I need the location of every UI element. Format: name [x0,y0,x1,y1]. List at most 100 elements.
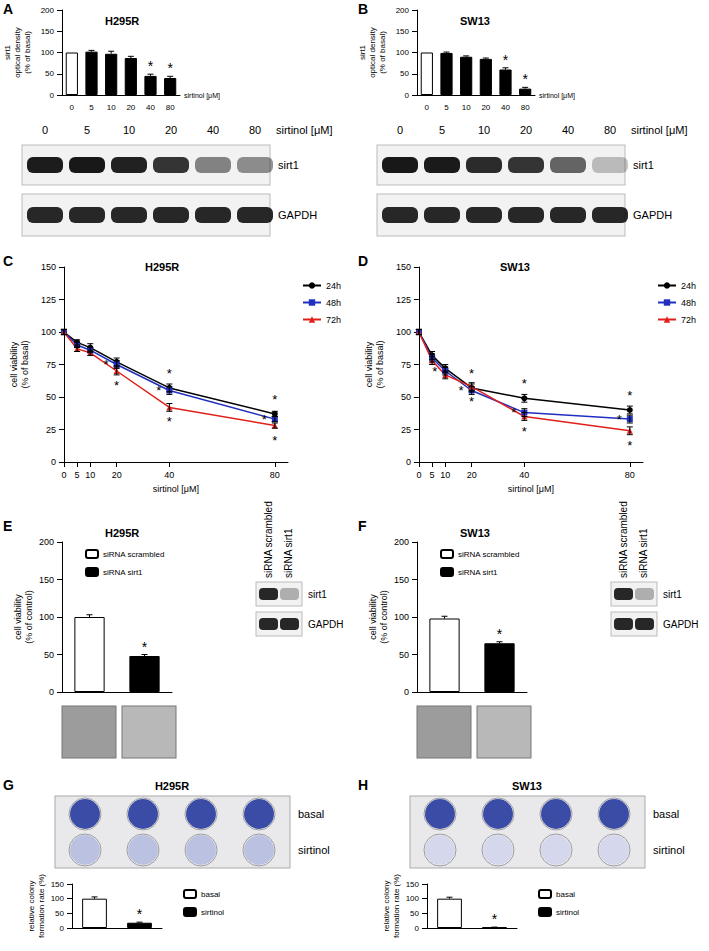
svg-text:200: 200 [41,6,55,15]
svg-text:formation rate (%): formation rate (%) [392,874,401,938]
svg-text:sirt1: sirt1 [3,44,12,60]
svg-text:0: 0 [425,103,430,112]
svg-text:80: 80 [625,470,635,480]
svg-text:5: 5 [430,470,435,480]
svg-text:0: 0 [50,91,55,100]
svg-text:20: 20 [112,470,122,480]
svg-text:GAPDH: GAPDH [308,619,344,630]
svg-text:100: 100 [41,327,56,337]
svg-text:5: 5 [439,124,445,136]
svg-text:25: 25 [46,425,56,435]
svg-text:50: 50 [401,392,411,402]
svg-text:40: 40 [519,470,529,480]
svg-text:150: 150 [406,880,420,889]
svg-text:*: * [272,392,277,407]
svg-text:20: 20 [520,124,532,136]
svg-text:*: * [167,414,172,429]
svg-text:*: * [627,438,632,453]
svg-text:sirtinol [μM]: sirtinol [μM] [539,92,575,100]
svg-text:(% of basal): (% of basal) [20,340,30,388]
svg-text:80: 80 [521,103,530,112]
svg-text:(% of control): (% of control) [24,590,34,644]
svg-text:formation rate (%): formation rate (%) [37,874,46,938]
svg-text:siRNA sirt1: siRNA sirt1 [458,568,498,577]
svg-text:10: 10 [462,103,471,112]
svg-text:5: 5 [89,103,94,112]
svg-text:5: 5 [444,103,449,112]
svg-text:*: * [137,906,143,922]
svg-text:*: * [432,364,437,379]
svg-text:25: 25 [401,425,411,435]
svg-text:150: 150 [394,575,409,585]
svg-text:150: 150 [41,262,56,272]
svg-text:50: 50 [45,69,54,78]
svg-text:*: * [522,376,527,391]
svg-text:150: 150 [396,262,411,272]
svg-text:*: * [522,71,528,87]
svg-text:10: 10 [123,124,135,136]
svg-text:G: G [3,777,14,793]
svg-text:200: 200 [394,537,409,547]
svg-text:SW13: SW13 [500,261,530,273]
svg-text:150: 150 [396,27,410,36]
svg-text:SW13: SW13 [512,780,542,792]
svg-text:100: 100 [396,48,410,57]
svg-text:40: 40 [562,124,574,136]
svg-text:*: * [167,366,172,381]
svg-text:125: 125 [396,295,411,305]
svg-text:150: 150 [39,575,54,585]
svg-text:*: * [142,639,148,655]
svg-text:*: * [511,405,516,420]
svg-text:0: 0 [406,457,411,467]
svg-text:optical density: optical density [13,27,22,78]
svg-text:0: 0 [51,457,56,467]
svg-text:100: 100 [394,612,409,622]
svg-text:0: 0 [61,470,66,480]
svg-text:50: 50 [410,909,419,918]
svg-text:20: 20 [481,103,490,112]
svg-text:150: 150 [41,27,55,36]
svg-text:0: 0 [405,91,410,100]
svg-text:5: 5 [84,124,90,136]
svg-text:100: 100 [41,48,55,57]
svg-text:A: A [3,1,13,17]
svg-text:H295R: H295R [105,527,139,539]
svg-text:72h: 72h [326,315,341,325]
svg-text:200: 200 [39,537,54,547]
svg-text:sirtinol [μM]: sirtinol [μM] [508,484,554,494]
svg-text:100: 100 [396,327,411,337]
svg-text:sirtinol: sirtinol [653,844,685,856]
svg-text:*: * [492,911,498,927]
svg-text:C: C [3,253,13,269]
svg-text:sirt1: sirt1 [308,589,327,600]
svg-text:*: * [272,433,277,448]
svg-text:40: 40 [501,103,510,112]
svg-text:24h: 24h [681,281,696,291]
svg-text:20: 20 [126,103,135,112]
svg-text:50: 50 [55,909,64,918]
svg-text:sirtinol [μM]: sirtinol [μM] [631,124,687,136]
svg-text:100: 100 [406,894,420,903]
svg-text:SW13: SW13 [460,527,490,539]
svg-text:cell viability: cell viability [368,594,378,640]
svg-text:50: 50 [400,69,409,78]
svg-text:sirt1: sirt1 [663,589,682,600]
svg-text:siRNA scrambled: siRNA scrambled [618,501,629,578]
svg-text:10: 10 [85,470,95,480]
svg-text:40: 40 [146,103,155,112]
svg-text:H295R: H295R [155,780,189,792]
svg-text:0: 0 [60,924,65,933]
svg-text:0: 0 [49,687,54,697]
svg-text:E: E [3,518,12,534]
svg-text:0: 0 [42,124,48,136]
svg-text:50: 50 [46,392,56,402]
svg-text:B: B [358,1,368,17]
svg-text:H295R: H295R [145,261,179,273]
svg-text:100: 100 [51,894,65,903]
svg-text:sirt1: sirt1 [278,159,299,171]
svg-text:50: 50 [399,650,409,660]
svg-text:siRNA scrambled: siRNA scrambled [103,550,164,559]
svg-text:*: * [459,383,464,398]
svg-text:24h: 24h [326,281,341,291]
svg-text:sirtinol: sirtinol [201,908,224,917]
